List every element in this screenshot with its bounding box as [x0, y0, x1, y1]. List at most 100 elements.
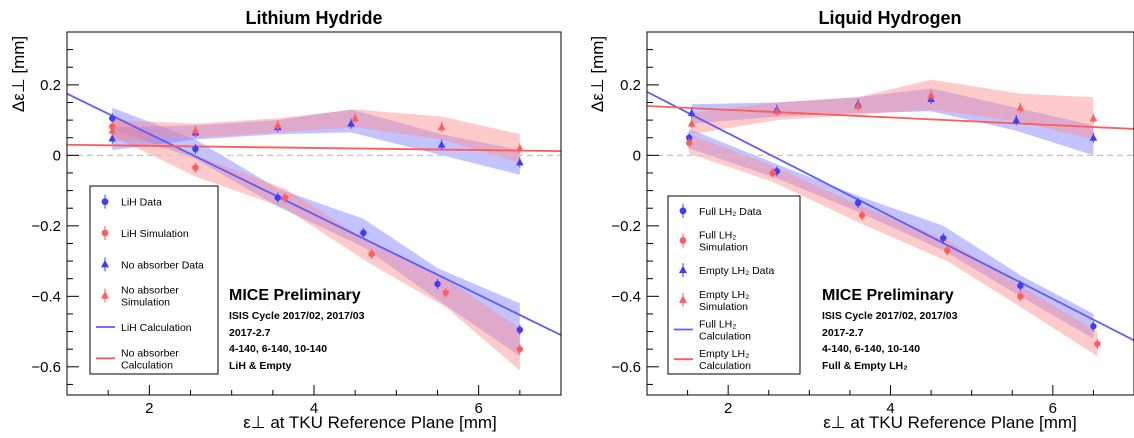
data-point — [192, 164, 199, 171]
data-point — [854, 101, 862, 110]
data-point — [858, 212, 866, 219]
legend-swatch — [101, 229, 109, 237]
legend-label: LiH Calculation — [121, 322, 192, 334]
annotation-line: 4-140, 6-140, 10-140 — [229, 343, 327, 355]
uncertainty-band — [112, 109, 520, 175]
annotation-heading: MICE Preliminary — [822, 287, 954, 304]
uncertainty-band — [112, 109, 520, 163]
data-point — [927, 91, 935, 99]
legend-swatch — [679, 265, 687, 274]
calculation-line — [67, 92, 561, 336]
uncertainty-band — [112, 107, 520, 357]
annotation-line: LiH & Empty — [229, 360, 292, 372]
data-point — [347, 119, 355, 127]
x-axis-label: ε⊥ at TKU Reference Plane [mm] — [823, 413, 1077, 432]
data-point — [769, 169, 777, 177]
legend-swatch — [679, 295, 687, 303]
panel-lithium-hydride: Lithium Hydride 2 4 6 −0.6 −0.4 −0.2 0 0.2 ε⊥ … — [9, 8, 562, 432]
calc-lines — [67, 92, 561, 336]
legend-entries: LiH Data LiH Simulation No absorber Data No… — [96, 194, 204, 371]
legend-swatch — [679, 237, 687, 244]
y-tick-label: −0.4 — [31, 288, 61, 305]
data-point — [940, 234, 947, 242]
legend-label: Full LH₂ Simulation — [699, 230, 748, 254]
x-axis: 2 4 6 — [66, 385, 562, 417]
legend-swatch — [101, 259, 109, 268]
y-tick-label: 0.2 — [620, 77, 641, 94]
data-point — [360, 229, 367, 237]
data-point — [1089, 133, 1098, 141]
data-point — [192, 145, 199, 153]
data-point — [516, 326, 524, 334]
data-point — [109, 115, 116, 122]
chart-title: Lithium Hydride — [245, 8, 382, 28]
data-point — [434, 280, 441, 288]
data-point — [1094, 340, 1101, 348]
x-tick-label: 2 — [145, 400, 153, 417]
y-tick-label: −0.2 — [31, 218, 61, 235]
data-point — [1017, 282, 1024, 289]
legend-label: Empty LH₂ Data — [699, 265, 774, 277]
uncertainty-band — [691, 88, 1094, 156]
data-point — [274, 194, 281, 201]
x-tick-label: 4 — [886, 400, 894, 417]
y-tick-label: −0.6 — [31, 359, 61, 376]
annotation-line: 2017-2.7 — [822, 327, 864, 339]
annotation-block: MICE Preliminary ISIS Cycle 2017/02, 201… — [822, 287, 958, 372]
data-point — [437, 122, 446, 131]
bands — [689, 79, 1098, 357]
data-point — [1090, 323, 1097, 330]
legend-label: LiH Simulation — [121, 228, 189, 240]
data-point — [108, 126, 117, 134]
uncertainty-band — [689, 134, 1098, 357]
x-tick-label: 4 — [310, 400, 318, 417]
data-point — [1016, 103, 1025, 111]
annotation-line: 2017-2.7 — [229, 327, 271, 339]
y-axis: −0.6 −0.4 −0.2 0 0.2 — [31, 31, 79, 385]
y-tick-label: −0.6 — [611, 359, 641, 376]
legend-label: Full LH₂ Data — [699, 206, 762, 218]
legend-box — [667, 195, 801, 375]
data-point — [273, 121, 282, 129]
legend-entries: Full LH₂ Data Full LH₂ Simulation Empty LH₂… — [674, 203, 774, 372]
data-point — [516, 345, 524, 353]
y-tick-label: −0.2 — [611, 218, 641, 235]
chart-title: Liquid Hydrogen — [819, 8, 962, 28]
x-axis: 2 4 6 — [646, 385, 1134, 417]
data-point — [281, 194, 289, 201]
annotation-block: MICE Preliminary ISIS Cycle 2017/02, 201… — [229, 287, 365, 372]
annotation-heading: MICE Preliminary — [229, 287, 361, 304]
x-tick-label: 2 — [724, 400, 732, 417]
y-tick-label: −0.4 — [611, 288, 641, 305]
x-axis-label: ε⊥ at TKU Reference Plane [mm] — [243, 413, 497, 432]
uncertainty-band — [689, 128, 1094, 339]
data-point — [944, 247, 951, 254]
data-point — [191, 126, 200, 134]
uncertainty-band — [112, 116, 520, 371]
y-axis-label: Δε⊥ [mm] — [9, 36, 28, 112]
calculation-line — [647, 105, 1134, 130]
annotation-line: ISIS Cycle 2017/02, 2017/03 — [822, 310, 958, 322]
data-point — [108, 134, 117, 142]
legend-label: No absorber Calculation — [121, 347, 179, 371]
annotation-line: 4-140, 6-140, 10-140 — [822, 343, 920, 355]
data-point — [442, 289, 449, 296]
data-point — [687, 119, 696, 127]
legend-label: Full LH₂ Calculation — [699, 319, 751, 343]
annotation-line: Full & Empty LH₂ — [822, 360, 908, 372]
y-tick-label: 0.2 — [40, 77, 61, 94]
legend-label: No absorber Simulation — [121, 285, 179, 309]
data-point — [516, 144, 524, 152]
data-point — [1012, 115, 1021, 124]
data-point — [1089, 114, 1098, 122]
data-point — [351, 114, 359, 122]
markers — [686, 90, 1101, 349]
data-point — [687, 108, 696, 117]
markers — [108, 113, 524, 355]
data-point — [854, 199, 862, 207]
data-point — [686, 139, 693, 147]
legend-label: Empty LH₂ Calculation — [699, 348, 751, 372]
data-point — [516, 158, 524, 166]
panel-liquid-hydrogen: Liquid Hydrogen 2 4 6 −0.6 −0.4 −0.2 0 0.2 ε⊥ … — [588, 8, 1134, 432]
